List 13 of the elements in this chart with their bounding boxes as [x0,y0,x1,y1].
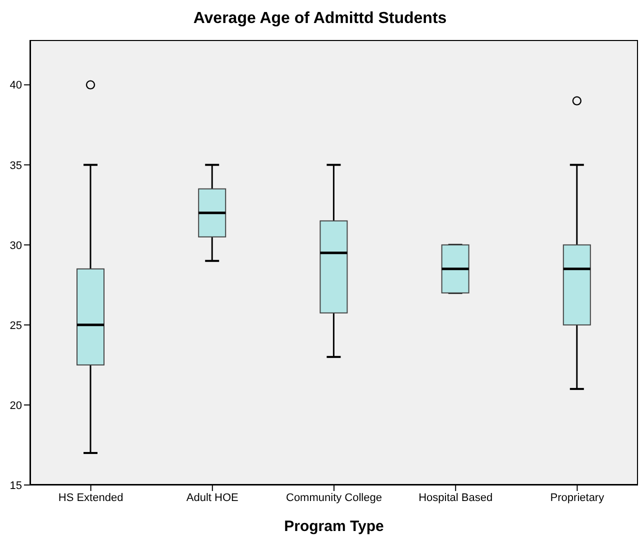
x-tick-label: Hospital Based [418,492,493,504]
y-tick-label: 30 [10,240,22,252]
y-tick-label: 25 [10,320,22,332]
x-tick-label: Community College [286,492,382,504]
x-tick-label: Proprietary [550,492,605,504]
x-tick-label: HS Extended [58,492,124,504]
chart-title: Average Age of Admittd Students [192,10,448,28]
y-tick-label: 15 [10,480,22,492]
y-tick-label: 35 [10,160,22,172]
y-tick-label: 20 [10,400,22,412]
x-tick-label: Adult HOE [186,492,238,504]
x-axis-title: Program Type [284,518,384,535]
y-tick-label: 40 [10,80,22,92]
